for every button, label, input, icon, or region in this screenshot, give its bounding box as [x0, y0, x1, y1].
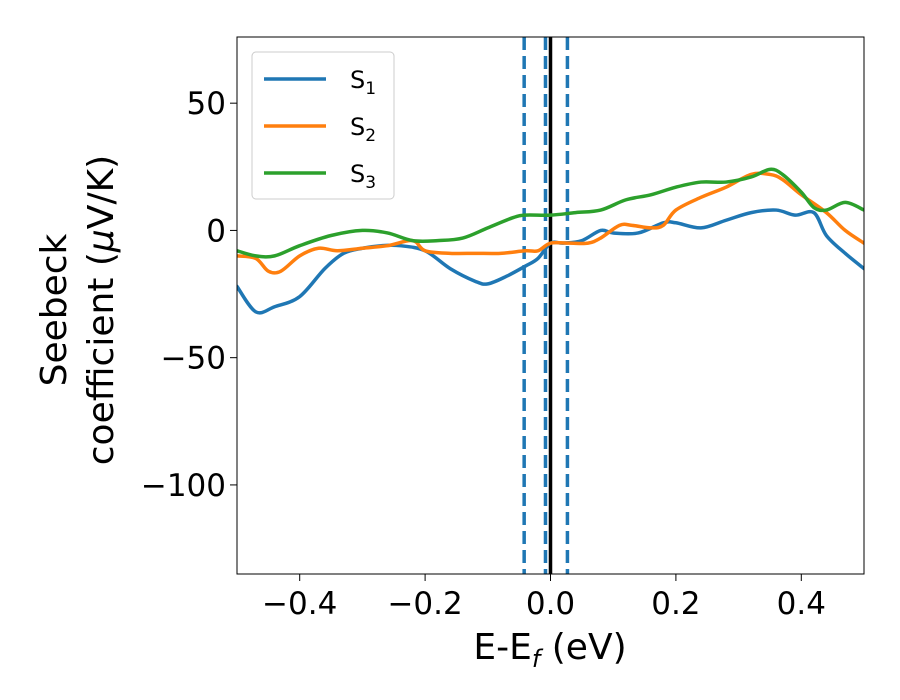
y-axis-label-line2: coefficient (μV/K): [81, 155, 122, 465]
legend-label-s2: S2: [350, 113, 376, 146]
legend: S1 S2 S3: [251, 51, 395, 200]
x-axis-label: E-Ef (eV): [473, 627, 626, 673]
x-axis-ticks: −0.4 −0.2 0.0 0.2 0.4: [262, 574, 826, 622]
x-tick-label: −0.2: [387, 586, 462, 622]
x-tick-label: −0.4: [262, 586, 337, 622]
x-tick-label: 0.0: [526, 586, 575, 622]
y-axis-ticks: 50 0 −50 −100: [141, 86, 237, 504]
series-lines: [237, 167, 864, 315]
y-tick-label: 0: [206, 213, 226, 249]
y-tick-label: −50: [161, 341, 226, 377]
legend-label-s3: S3: [350, 160, 376, 193]
y-axis-label: Seebeck coefficient (μV/K): [34, 155, 122, 465]
legend-label-s1: S1: [350, 66, 376, 99]
y-tick-label: −100: [141, 468, 226, 504]
y-tick-label: 50: [187, 86, 226, 122]
series-line-s3: [237, 167, 864, 259]
x-tick-label: 0.4: [777, 586, 826, 622]
y-axis-label-line1: Seebeck: [34, 233, 75, 386]
x-tick-label: 0.2: [651, 586, 700, 622]
reference-lines: [522, 37, 570, 574]
